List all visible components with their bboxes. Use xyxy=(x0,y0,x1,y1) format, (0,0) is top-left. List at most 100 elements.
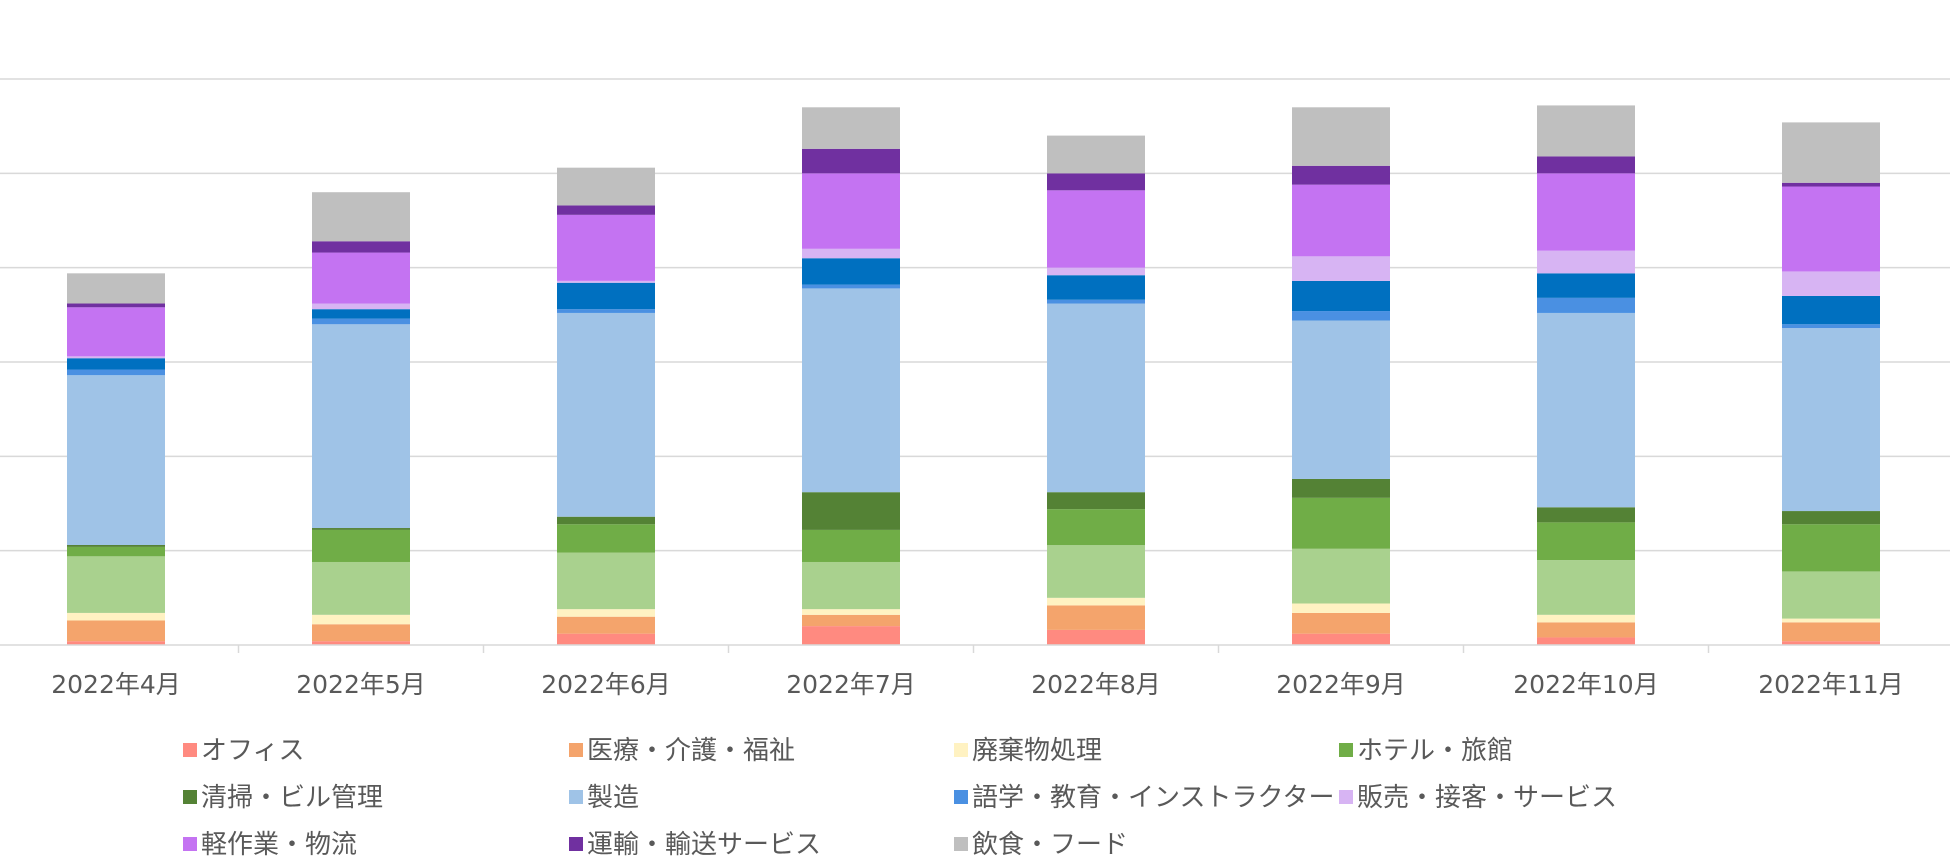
bar-segment xyxy=(1782,295,1880,325)
x-tick-label: 2022年10月 xyxy=(1513,670,1658,699)
bar-segment xyxy=(802,258,900,285)
bar-segment xyxy=(802,529,900,562)
bar-segment xyxy=(557,282,655,310)
bar-segment xyxy=(1292,107,1390,166)
bar-segment xyxy=(1782,524,1880,572)
legend-swatch xyxy=(183,743,197,757)
legend-swatch xyxy=(1339,743,1353,757)
bar-segment xyxy=(1782,328,1880,512)
bar-segment xyxy=(312,561,410,615)
legend-swatch xyxy=(569,743,583,757)
bar-segment xyxy=(1537,250,1635,274)
bar-segment xyxy=(557,309,655,313)
bar-segment xyxy=(67,369,165,376)
x-tick-label: 2022年9月 xyxy=(1276,670,1406,699)
grid-lines xyxy=(0,78,1950,552)
bar-segment xyxy=(67,303,165,308)
bar-segment xyxy=(1782,182,1880,187)
bar-segment xyxy=(1782,622,1880,642)
bar-segment xyxy=(1292,478,1390,498)
bar-segment xyxy=(312,324,410,529)
bar-segment xyxy=(1292,256,1390,281)
bar-segment xyxy=(1782,571,1880,619)
bar-segment xyxy=(1047,173,1145,191)
bar-segment xyxy=(312,614,410,625)
bar-segment xyxy=(802,173,900,249)
bar-segment xyxy=(1537,297,1635,313)
bar-segment xyxy=(557,633,655,645)
bar-segment xyxy=(1292,612,1390,634)
bar-segment xyxy=(1537,173,1635,251)
legend-label: 清掃・ビル管理 xyxy=(201,783,383,813)
bar-segment xyxy=(1047,190,1145,268)
legend-label: 語学・教育・インストラクター xyxy=(972,783,1334,813)
bar-segment xyxy=(1537,312,1635,508)
bar-segment xyxy=(1047,492,1145,510)
bar-segment xyxy=(1047,545,1145,598)
bar-segment xyxy=(802,284,900,289)
legend-label: 軽作業・物流 xyxy=(201,830,357,860)
bar-segment xyxy=(802,288,900,493)
bar-segment xyxy=(1292,280,1390,312)
legend-swatch xyxy=(954,790,968,804)
bar-segment xyxy=(1047,303,1145,493)
legend-label: 製造 xyxy=(587,783,639,813)
bar-segment xyxy=(1292,603,1390,613)
bar-segment xyxy=(1782,511,1880,525)
bar-segment xyxy=(802,492,900,530)
bar-segment xyxy=(1292,548,1390,604)
x-tick-label: 2022年4月 xyxy=(51,670,181,699)
legend-label: オフィス xyxy=(201,736,304,766)
bar-segment xyxy=(1537,560,1635,615)
bar-segment xyxy=(312,641,410,645)
bar-segment xyxy=(557,167,655,206)
bar-segment xyxy=(1537,622,1635,638)
bar-segment xyxy=(1292,497,1390,549)
bar-segment xyxy=(1782,324,1880,329)
legend-label: 販売・接客・サービス xyxy=(1357,783,1617,813)
legend-swatch xyxy=(569,790,583,804)
bar-segment xyxy=(1782,122,1880,183)
bar-segment xyxy=(557,205,655,215)
bar-segment xyxy=(312,192,410,242)
bar-segment xyxy=(312,528,410,530)
bar-segment xyxy=(1782,186,1880,272)
bar-segment xyxy=(67,620,165,642)
bar-segment xyxy=(1537,637,1635,645)
x-tick-label: 2022年5月 xyxy=(296,670,426,699)
legend-label: 運輸・輸送サービス xyxy=(587,830,821,860)
bar-segment xyxy=(557,280,655,283)
bar-segment xyxy=(67,545,165,547)
bar-segment xyxy=(312,624,410,642)
x-axis: 2022年4月 2022年5月 2022年6月 2022年7月 2022年8月 2022年… xyxy=(0,644,1950,699)
bar-segment xyxy=(1292,184,1390,257)
bar-segment xyxy=(1292,311,1390,321)
bar-segment xyxy=(1537,105,1635,157)
bar-segment xyxy=(557,214,655,281)
bar-segment xyxy=(557,312,655,517)
bar-segment xyxy=(557,552,655,610)
bar-segment xyxy=(557,524,655,553)
legend-label: ホテル・旅館 xyxy=(1357,736,1513,766)
bar-segment xyxy=(312,241,410,253)
bar-segment xyxy=(802,248,900,259)
bars xyxy=(67,105,1880,645)
bar-segment xyxy=(1047,629,1145,645)
bar-segment xyxy=(1047,275,1145,300)
bar-segment xyxy=(1292,633,1390,645)
bar-segment xyxy=(802,107,900,149)
legend-swatch xyxy=(183,790,197,804)
bar-segment xyxy=(557,516,655,525)
bar-segment xyxy=(802,626,900,645)
bar-segment xyxy=(312,529,410,562)
bar-segment xyxy=(1537,507,1635,523)
bar-segment xyxy=(67,307,165,357)
bar-segment xyxy=(1537,522,1635,561)
bar-segment xyxy=(1537,614,1635,623)
legend-label: 廃棄物処理 xyxy=(972,736,1102,766)
bar-segment xyxy=(802,148,900,174)
bar-segment xyxy=(1292,165,1390,185)
bar-segment xyxy=(67,556,165,613)
